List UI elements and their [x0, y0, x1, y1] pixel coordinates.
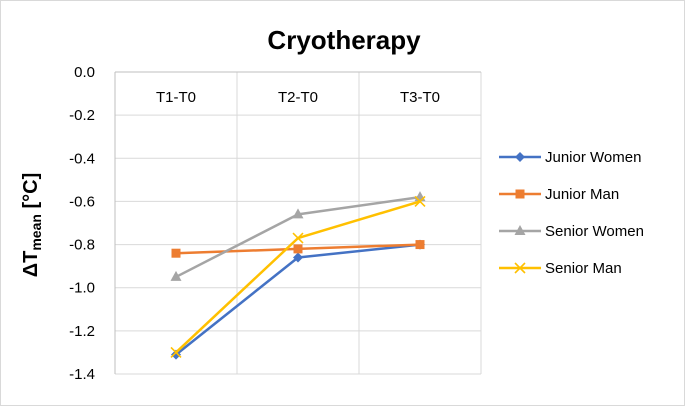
data-point — [170, 270, 182, 281]
data-point — [171, 248, 181, 258]
data-point — [415, 240, 425, 250]
legend-entry: Junior Man — [499, 186, 619, 203]
legend: Junior Women Junior Man Senior Women Senior… — [499, 149, 644, 277]
legend-label: Junior Man — [545, 186, 619, 203]
series-junior-man — [171, 240, 425, 258]
x-category-label: T1-T0 — [156, 89, 196, 106]
legend-marker — [514, 262, 526, 274]
series-senior-women — [170, 191, 426, 281]
legend-entry: Senior Man — [499, 260, 622, 277]
y-tick-label: -0.8 — [69, 237, 95, 254]
legend-label: Junior Women — [545, 149, 641, 166]
axes: 0.0 -0.2 -0.4 -0.6 -0.8 -1.0 -1.2 -1.4 T1-T0 T2-T… — [69, 64, 481, 383]
y-tick-label: -0.6 — [69, 193, 95, 210]
legend-entry: Senior Women — [499, 223, 644, 240]
data-point — [414, 191, 426, 202]
gridlines — [115, 72, 482, 375]
y-axis-label-prefix: ΔT — [20, 251, 42, 278]
legend-label: Senior Man — [545, 260, 622, 277]
y-tick-label: -0.2 — [69, 107, 95, 124]
data-point — [170, 346, 182, 358]
x-category-label: T3-T0 — [400, 89, 440, 106]
legend-marker — [515, 152, 525, 162]
data-point — [292, 208, 304, 219]
data-point — [414, 195, 426, 207]
series-junior-women — [171, 239, 425, 360]
y-tick-label: -0.4 — [69, 150, 95, 167]
legend-marker — [515, 189, 525, 199]
series-layer — [170, 191, 426, 360]
legend-entry: Junior Women — [499, 149, 641, 166]
y-axis-label-subscript: mean — [28, 214, 44, 251]
chart-title: Cryotherapy — [267, 25, 421, 55]
y-axis-label: ΔTmean [°C] — [20, 173, 44, 278]
x-category-label: T2-T0 — [278, 89, 318, 106]
data-point — [293, 252, 303, 263]
series-senior-man — [170, 195, 426, 358]
y-axis-label-unit: [°C] — [20, 173, 42, 214]
y-tick-label: -1.4 — [69, 366, 95, 383]
data-point — [293, 244, 303, 254]
legend-marker — [514, 225, 526, 235]
legend-label: Senior Women — [545, 223, 644, 240]
y-tick-label: -1.0 — [69, 280, 95, 297]
data-point — [171, 349, 181, 360]
y-tick-label: 0.0 — [74, 64, 95, 81]
data-point — [292, 232, 304, 244]
y-tick-label: -1.2 — [69, 323, 95, 340]
series-line — [175, 200, 421, 354]
